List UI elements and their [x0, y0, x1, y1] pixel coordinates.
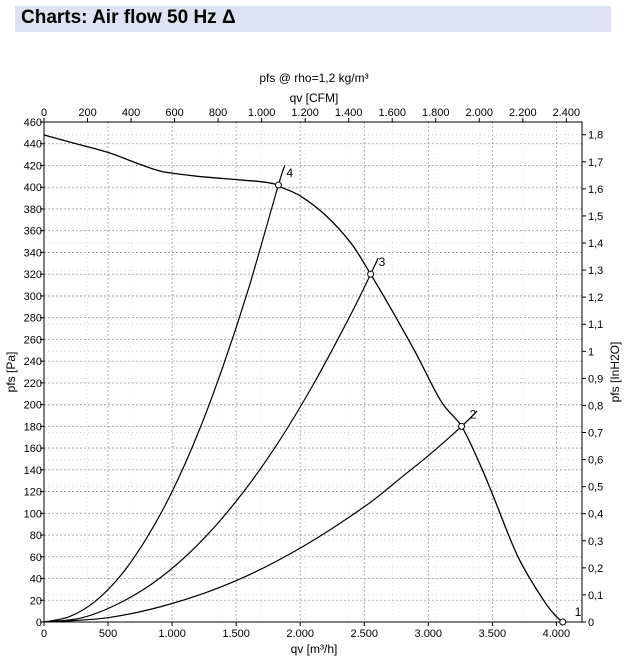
y2-tick-label: 0 — [588, 617, 594, 629]
x-tick-label: 1.000 — [158, 628, 186, 640]
system-curve-2 — [43, 410, 478, 623]
y-tick-label: 180 — [24, 421, 42, 433]
x-tick-label: 4.000 — [543, 628, 571, 640]
x2-tick-label: 2.200 — [509, 107, 537, 119]
system-curve-3 — [43, 257, 379, 623]
x2-tick-label: 0 — [41, 107, 47, 119]
title-bar: Charts: Air flow 50 Hz Δ — [15, 6, 611, 32]
y-tick-label: 300 — [24, 291, 42, 303]
y2-tick-label: 1,2 — [588, 292, 603, 304]
x-tick-label: 2.500 — [350, 628, 378, 640]
y2-tick-label: 0,1 — [588, 590, 603, 602]
y-tick-label: 360 — [24, 226, 42, 238]
axes: 0 500 1.000 1.500 2.000 2.500 3.000 3.500 4.000 0… — [24, 107, 604, 640]
y2-tick-label: 0,8 — [588, 400, 603, 412]
x2-tick-label: 1.000 — [248, 107, 276, 119]
operating-point-label-2: 2 — [470, 407, 477, 421]
operating-point-3 — [367, 270, 375, 278]
y2-axis-label: pfs [InH2O] — [608, 342, 622, 403]
x2-tick-label: 400 — [122, 107, 140, 119]
x2-tick-label: 1.800 — [422, 107, 450, 119]
y2-tick-label: 0,2 — [588, 563, 603, 575]
system-curve-4 — [43, 165, 286, 623]
y-tick-label: 40 — [30, 574, 42, 586]
operating-point-4 — [274, 181, 282, 189]
operating-points: 4 3 2 1 — [274, 166, 582, 626]
y-tick-label: 0 — [36, 617, 42, 629]
y-tick-label: 60 — [30, 552, 42, 564]
y2-tick-label: 1,4 — [588, 238, 603, 250]
plot-frame — [43, 121, 583, 623]
x-tick-label: 500 — [99, 628, 117, 640]
x2-tick-label: 2.400 — [553, 107, 581, 119]
y2-tick-label: 1,3 — [588, 265, 603, 277]
y-tick-label: 380 — [24, 204, 42, 216]
page-title: Charts: Air flow 50 Hz Δ — [21, 7, 236, 28]
y2-tick-label: 0,3 — [588, 536, 603, 548]
y2-tick-label: 0,5 — [588, 482, 603, 494]
y-tick-label: 460 — [24, 117, 42, 129]
y-tick-label: 200 — [24, 400, 42, 412]
y-tick-label: 260 — [24, 334, 42, 346]
operating-point-2 — [458, 422, 466, 430]
x-tick-label: 3.500 — [479, 628, 507, 640]
y2-tick-label: 0,4 — [588, 509, 603, 521]
y-axis-label: pfs [Pa] — [4, 352, 18, 393]
x2-axis-label: qv [CFM] — [290, 91, 339, 105]
y-tick-label: 320 — [24, 269, 42, 281]
x2-tick-label: 1.200 — [291, 107, 319, 119]
y-tick-label: 20 — [30, 595, 42, 607]
y-tick-label: 440 — [24, 139, 42, 151]
operating-point-label-4: 4 — [286, 166, 293, 180]
x2-tick-label: 600 — [165, 107, 183, 119]
y2-tick-label: 0,7 — [588, 428, 603, 440]
x2-tick-label: 1.600 — [378, 107, 406, 119]
y-tick-label: 160 — [24, 443, 42, 455]
x-tick-label: 0 — [41, 628, 47, 640]
y2-tick-label: 1,5 — [588, 211, 603, 223]
fan-curve — [43, 134, 564, 623]
operating-point-label-1: 1 — [575, 605, 582, 619]
x-tick-label: 2.000 — [286, 628, 314, 640]
x-tick-label: 3.000 — [415, 628, 443, 640]
y2-tick-label: 1,7 — [588, 157, 603, 169]
y2-tick-label: 0,9 — [588, 373, 603, 385]
y2-tick-label: 1,8 — [588, 130, 603, 142]
x2-tick-label: 1.400 — [335, 107, 363, 119]
y-tick-label: 280 — [24, 313, 42, 325]
x2-tick-label: 800 — [209, 107, 227, 119]
y-tick-label: 340 — [24, 247, 42, 259]
x-tick-label: 1.500 — [222, 628, 250, 640]
y2-tick-label: 0,6 — [588, 455, 603, 467]
operating-point-1 — [559, 618, 567, 626]
y-tick-label: 420 — [24, 160, 42, 172]
y-tick-label: 220 — [24, 378, 42, 390]
y2-tick-label: 1,6 — [588, 184, 603, 196]
y-tick-label: 100 — [24, 508, 42, 520]
y-tick-label: 140 — [24, 465, 42, 477]
y-tick-label: 240 — [24, 356, 42, 368]
chart-title: pfs @ rho=1,2 kg/m³ — [259, 71, 368, 85]
grid — [44, 122, 582, 622]
operating-point-label-3: 3 — [379, 255, 386, 269]
y2-tick-label: 1 — [588, 346, 594, 358]
curves — [43, 134, 564, 623]
y-tick-label: 120 — [24, 487, 42, 499]
y-tick-label: 80 — [30, 530, 42, 542]
x-axis-label: qv [m³/h] — [291, 642, 338, 656]
y2-tick-label: 1,1 — [588, 319, 603, 331]
x2-tick-label: 2.000 — [466, 107, 494, 119]
x2-tick-label: 200 — [78, 107, 96, 119]
y-tick-label: 400 — [24, 182, 42, 194]
